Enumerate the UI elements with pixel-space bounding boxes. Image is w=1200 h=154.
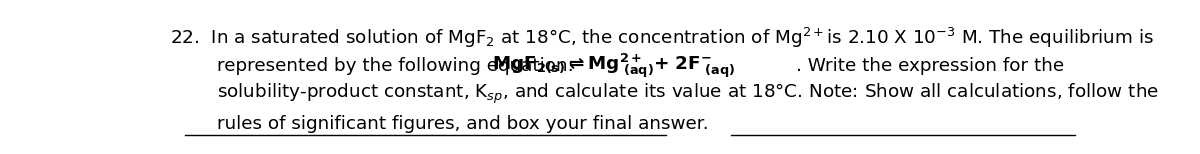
Text: $\mathbf{MgF_{2(s)}}$$\mathbf{\rightleftharpoons}$$\mathbf{Mg^{2+}_{\ (aq)}}$$\m: $\mathbf{MgF_{2(s)}}$$\mathbf{\rightleft…: [492, 52, 736, 80]
Text: rules of significant figures, and box your final answer.: rules of significant figures, and box yo…: [217, 115, 708, 133]
Text: . Write the expression for the: . Write the expression for the: [797, 57, 1064, 75]
Text: represented by the following equation:: represented by the following equation:: [217, 57, 580, 75]
Text: 22.  In a saturated solution of MgF$_2$ at 18°C, the concentration of Mg$^{2+}$i: 22. In a saturated solution of MgF$_2$ a…: [170, 25, 1154, 49]
Text: solubility-product constant, K$_{sp}$, and calculate its value at 18°C. Note: Sh: solubility-product constant, K$_{sp}$, a…: [217, 82, 1159, 106]
